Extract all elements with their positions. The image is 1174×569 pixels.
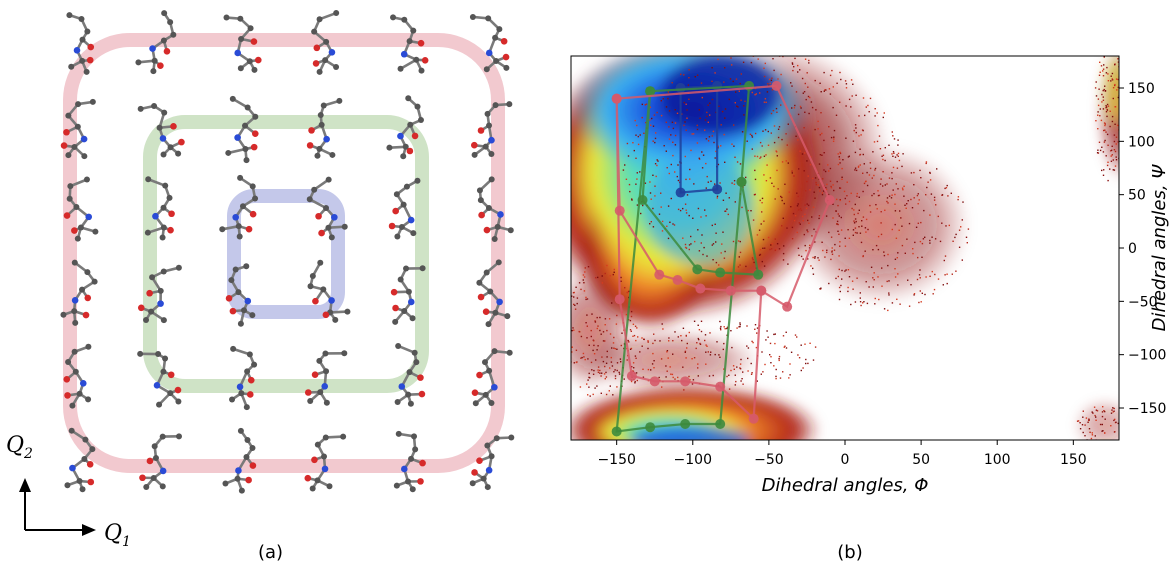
y-tick-label: −150 <box>1128 401 1166 417</box>
q-axes: Q1 Q2 <box>6 433 131 550</box>
series-point <box>612 94 622 104</box>
series-point <box>772 81 782 91</box>
series-point <box>726 286 736 296</box>
q1-arrow-head <box>82 524 96 536</box>
series-point <box>715 382 725 392</box>
series-point <box>825 195 835 205</box>
x-tick-label: 50 <box>912 452 930 468</box>
molecule <box>225 96 258 163</box>
series-point <box>736 177 746 187</box>
panel-b: −150 −100 −50 0 50 100 150 150 100 50 0 −50 −100 −15… <box>560 0 1174 565</box>
x-tick-label: 100 <box>984 452 1011 468</box>
series-point <box>782 302 792 312</box>
series-point <box>627 371 637 381</box>
x-tick-label: 150 <box>1060 452 1087 468</box>
series-point <box>673 275 683 285</box>
x-axis-ticks: −150 −100 −50 0 50 100 150 <box>597 440 1086 468</box>
y-tick-label: 150 <box>1128 81 1155 97</box>
series-point <box>615 206 625 216</box>
series-point <box>712 184 722 194</box>
ramachandran-plot: −150 −100 −50 0 50 100 150 150 100 50 0 −50 −100 −15… <box>560 0 1174 565</box>
q2-arrow-head <box>19 478 31 492</box>
series-point <box>715 419 725 429</box>
series-point <box>615 294 625 304</box>
series-point <box>654 270 664 280</box>
q2-label: Q2 <box>6 433 33 462</box>
y-tick-label: −100 <box>1128 348 1166 364</box>
molecules <box>60 10 514 494</box>
molecule-grid-diagram: Q1 Q2 (a) <box>0 0 560 565</box>
series-point <box>715 268 725 278</box>
q1-label: Q1 <box>104 521 131 550</box>
series-point <box>638 195 648 205</box>
series-point <box>650 376 660 386</box>
outer-loop <box>70 40 498 466</box>
panel-b-caption: (b) <box>837 542 862 563</box>
middle-loop <box>150 122 422 386</box>
density-map <box>560 40 1142 475</box>
molecule <box>229 346 257 410</box>
x-tick-label: −50 <box>754 452 784 468</box>
series-point <box>612 426 622 436</box>
series-point <box>756 286 766 296</box>
x-tick-label: 0 <box>841 452 850 468</box>
panel-a-caption: (a) <box>258 542 283 563</box>
series-point <box>680 376 690 386</box>
panel-a: Q1 Q2 (a) <box>0 0 560 565</box>
series-point <box>645 422 655 432</box>
x-tick-label: −150 <box>597 452 635 468</box>
series-point <box>676 188 686 198</box>
series-point <box>749 414 759 424</box>
y-tick-label: 50 <box>1128 188 1146 204</box>
y-tick-label: 0 <box>1128 241 1137 257</box>
y-tick-label: 100 <box>1128 134 1155 150</box>
series-point <box>695 284 705 294</box>
molecule <box>305 350 347 405</box>
series-point <box>676 83 686 93</box>
x-tick-label: −100 <box>674 452 712 468</box>
series-point <box>753 270 763 280</box>
x-axis-label: Dihedral angles, Φ <box>762 475 929 496</box>
y-axis-label: Dihedral angles, Ψ <box>1149 164 1170 332</box>
series-point <box>680 419 690 429</box>
series-point <box>692 264 702 274</box>
loops <box>70 40 498 466</box>
